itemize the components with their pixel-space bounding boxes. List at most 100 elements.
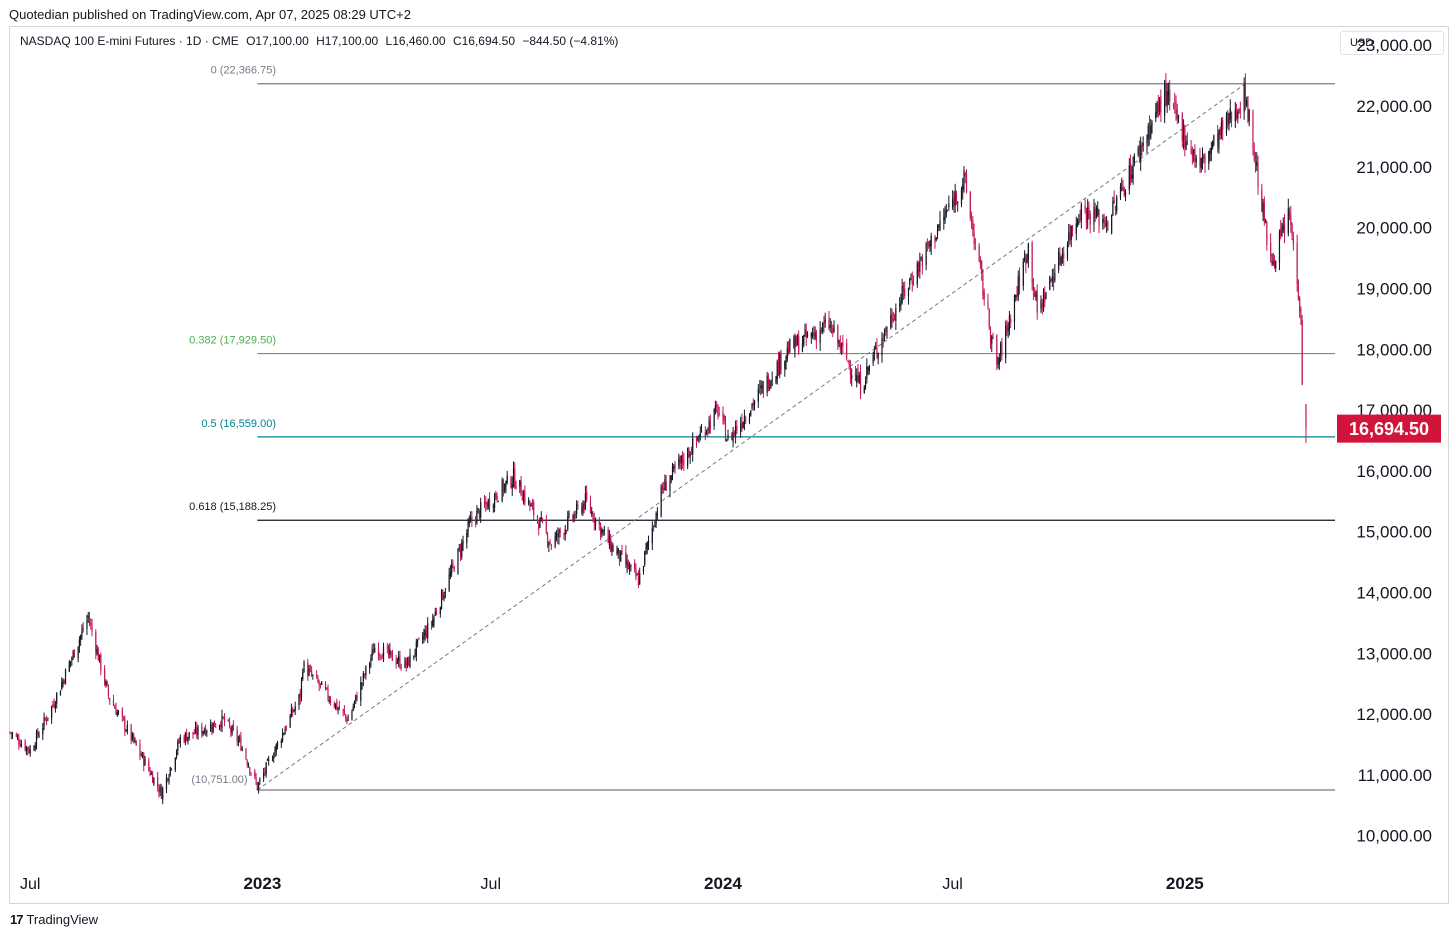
- candle-body: [319, 682, 320, 685]
- candle-body: [645, 547, 646, 552]
- candle-body: [875, 348, 876, 350]
- candle-body: [1067, 244, 1068, 258]
- candle-body: [131, 725, 132, 741]
- candle-body: [1297, 243, 1298, 284]
- candle-body: [462, 541, 463, 544]
- candle-body: [732, 432, 733, 443]
- candle-body: [895, 308, 896, 321]
- candle-body: [1256, 162, 1257, 166]
- candle-body: [902, 286, 903, 302]
- candle-body: [1222, 120, 1223, 130]
- candle-body: [28, 749, 29, 753]
- candle-body: [551, 545, 552, 547]
- candle-body: [360, 682, 361, 701]
- candle-body: [1120, 187, 1121, 198]
- candle-body: [731, 434, 732, 440]
- candle-body: [769, 387, 770, 388]
- candle-body: [524, 491, 525, 502]
- candle-body: [919, 261, 920, 272]
- candle-body: [390, 651, 391, 652]
- footer-brand[interactable]: 17 TradingView: [10, 912, 98, 927]
- candle-body: [1240, 110, 1241, 113]
- candle-body: [162, 788, 163, 799]
- candle-body: [345, 714, 346, 716]
- candle-body: [1298, 281, 1299, 300]
- candle-body: [61, 682, 62, 689]
- candle-body: [1071, 226, 1072, 240]
- candle-body: [1014, 296, 1015, 322]
- candle-body: [144, 759, 145, 766]
- y-tick-label: 20,000.00: [1356, 219, 1432, 238]
- candle-body: [26, 747, 27, 751]
- candle-body: [127, 725, 128, 730]
- fib-label-0-5: 0.5 (16,559.00): [201, 418, 276, 430]
- candle-body: [725, 423, 726, 442]
- candle-body: [104, 669, 105, 684]
- candle-body: [849, 361, 850, 365]
- candle-body: [1249, 110, 1250, 121]
- candle-body: [604, 529, 605, 530]
- candle-body: [443, 595, 444, 597]
- candle-body: [1121, 187, 1122, 188]
- candle-body: [409, 655, 410, 668]
- candle-body: [1164, 84, 1165, 116]
- candle-body: [81, 630, 82, 635]
- candle-body: [1076, 223, 1077, 233]
- candle-body: [855, 373, 856, 381]
- candle-body: [290, 715, 291, 727]
- candle-body: [414, 654, 415, 655]
- tradingview-logo-icon: 17: [10, 912, 22, 927]
- candle-body: [804, 330, 805, 334]
- candle-body: [88, 616, 89, 617]
- candle-body: [970, 192, 971, 218]
- candle-body: [276, 744, 277, 751]
- candle-body: [1010, 319, 1011, 323]
- candle-body: [310, 669, 311, 670]
- candle-body: [937, 230, 938, 235]
- candle-body: [560, 530, 561, 533]
- candle-body: [30, 749, 31, 753]
- candle-body: [1107, 222, 1108, 230]
- candle-body: [72, 652, 73, 658]
- candle-body: [1158, 102, 1159, 112]
- candle-body: [221, 715, 222, 728]
- candle-body: [427, 623, 428, 638]
- candle-body: [726, 440, 727, 442]
- candle-body: [565, 529, 566, 535]
- candle-body: [1106, 223, 1107, 225]
- candle-body: [681, 456, 682, 464]
- candle-body: [184, 737, 185, 742]
- candle-body: [1103, 216, 1104, 221]
- candle-body: [736, 426, 737, 431]
- candle-body: [823, 323, 824, 324]
- candle-body: [25, 742, 26, 751]
- candle-body: [507, 475, 508, 483]
- candle-body: [117, 711, 118, 715]
- candle-body: [1288, 208, 1289, 233]
- candle-body: [705, 432, 706, 437]
- candle-body: [197, 727, 198, 735]
- x-tick-label: 2025: [1166, 874, 1204, 893]
- candle-body: [514, 469, 515, 488]
- candle-body: [422, 638, 423, 640]
- candle-body: [666, 482, 667, 491]
- candle-body: [1204, 156, 1205, 164]
- candle-body: [838, 341, 839, 344]
- candle-body: [46, 720, 47, 721]
- candle-body: [890, 315, 891, 328]
- y-tick-label: 21,000.00: [1356, 158, 1432, 177]
- candle-body: [743, 423, 744, 429]
- candle-body: [158, 789, 159, 793]
- candle-body: [282, 733, 283, 741]
- candle-body: [542, 521, 543, 522]
- candle-body: [316, 675, 317, 676]
- candle-body: [370, 658, 371, 662]
- candle-body: [1033, 279, 1034, 291]
- candle-body: [426, 631, 427, 637]
- candle-body: [330, 700, 331, 702]
- candle-body: [118, 711, 119, 712]
- candle-body: [1000, 344, 1001, 355]
- candle-body: [787, 348, 788, 359]
- candle-body: [662, 485, 663, 489]
